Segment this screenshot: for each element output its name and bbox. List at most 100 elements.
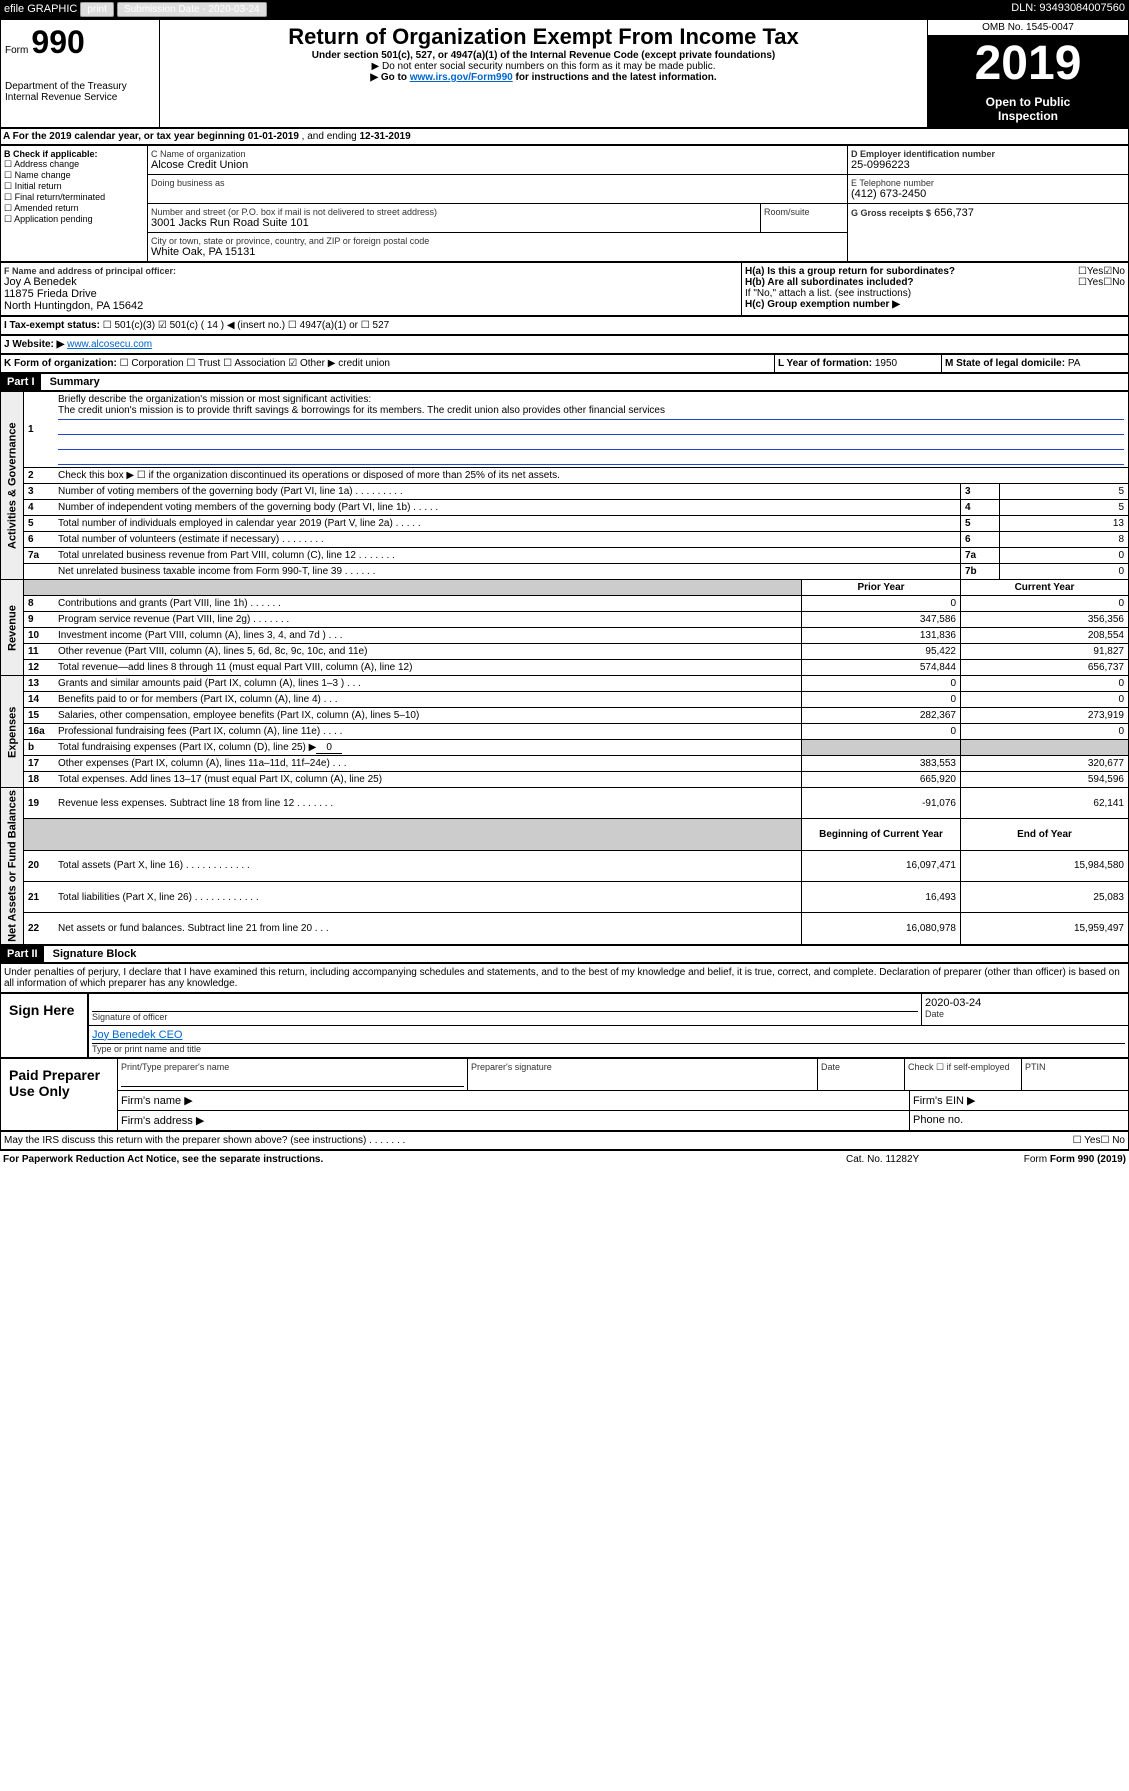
dept-treasury: Department of the Treasury bbox=[5, 81, 155, 92]
firm-phone: Phone no. bbox=[910, 1111, 1128, 1130]
k-corp[interactable]: ☐ Corporation bbox=[120, 358, 184, 369]
city-state-zip: White Oak, PA 15131 bbox=[151, 246, 844, 258]
discuss-no[interactable]: ☐ No bbox=[1100, 1135, 1125, 1146]
hb-no[interactable]: ☐No bbox=[1103, 277, 1125, 288]
501c-check[interactable]: ☑ 501(c) ( 14 ) ◀ (insert no.) bbox=[158, 320, 285, 331]
period-a: A For the 2019 calendar year, or tax yea… bbox=[0, 128, 1129, 145]
line-9: Program service revenue (Part VIII, line… bbox=[54, 612, 802, 628]
sig-officer-label: Signature of officer bbox=[92, 1012, 918, 1022]
check-initial-return[interactable]: ☐ Initial return bbox=[4, 181, 144, 192]
sig-date-label: Date bbox=[925, 1009, 1125, 1019]
val-5: 13 bbox=[1000, 516, 1129, 532]
paperwork-notice: For Paperwork Reduction Act Notice, see … bbox=[3, 1154, 846, 1165]
efile-label: efile GRAPHIC bbox=[4, 3, 77, 15]
check-address-change[interactable]: ☐ Address change bbox=[4, 159, 144, 170]
line-16b: Total fundraising expenses (Part IX, col… bbox=[54, 740, 802, 756]
goto-prefix: ▶ Go to bbox=[370, 72, 409, 83]
form-footer: Form Form 990 (2019) bbox=[996, 1154, 1126, 1165]
cat-no: Cat. No. 11282Y bbox=[846, 1154, 996, 1165]
open-public-2: Inspection bbox=[932, 109, 1124, 123]
line-14: Benefits paid to or for members (Part IX… bbox=[54, 692, 802, 708]
dln: DLN: 93493084007560 bbox=[1011, 2, 1125, 17]
check-final-return[interactable]: ☐ Final return/terminated bbox=[4, 192, 144, 203]
hb-note: If "No," attach a list. (see instruction… bbox=[745, 288, 1125, 299]
line-3: Number of voting members of the governin… bbox=[54, 484, 961, 500]
goto-suffix: for instructions and the latest informat… bbox=[516, 72, 717, 83]
city-label: City or town, state or province, country… bbox=[151, 236, 844, 246]
val-7a: 0 bbox=[1000, 548, 1129, 564]
subtitle-1: Under section 501(c), 527, or 4947(a)(1)… bbox=[164, 50, 923, 61]
officer-name: Joy A Benedek bbox=[4, 276, 738, 288]
501c3-check[interactable]: ☐ 501(c)(3) bbox=[103, 320, 155, 331]
fh-block: F Name and address of principal officer:… bbox=[0, 262, 1129, 316]
line-17: Other expenses (Part IX, column (A), lin… bbox=[54, 756, 802, 772]
line-22: Net assets or fund balances. Subtract li… bbox=[54, 913, 802, 944]
print-name-label: Type or print name and title bbox=[92, 1044, 1125, 1054]
omb-number: OMB No. 1545-0047 bbox=[928, 20, 1128, 36]
footer-row: For Paperwork Reduction Act Notice, see … bbox=[0, 1150, 1129, 1168]
box-b-title: B Check if applicable: bbox=[4, 149, 144, 159]
line-16a: Professional fundraising fees (Part IX, … bbox=[54, 724, 802, 740]
irs-link[interactable]: www.irs.gov/Form990 bbox=[410, 72, 513, 83]
4947-check[interactable]: ☐ 4947(a)(1) or bbox=[288, 320, 358, 331]
line-20: Total assets (Part X, line 16) . . . . .… bbox=[54, 850, 802, 881]
line-10: Investment income (Part VIII, column (A)… bbox=[54, 628, 802, 644]
section-netassets: Net Assets or Fund Balances bbox=[1, 788, 24, 945]
hb-label: H(b) Are all subordinates included? bbox=[745, 277, 1078, 288]
summary-table: Activities & Governance 1 Briefly descri… bbox=[0, 391, 1129, 945]
year-formation: 1950 bbox=[875, 358, 897, 369]
k-other-val: credit union bbox=[338, 358, 390, 369]
website-link[interactable]: www.alcosecu.com bbox=[67, 339, 152, 350]
section-ag: Activities & Governance bbox=[1, 392, 24, 580]
discuss-yes[interactable]: ☐ Yes bbox=[1073, 1135, 1101, 1146]
print-button[interactable]: print bbox=[80, 2, 113, 17]
k-trust[interactable]: ☐ Trust bbox=[186, 358, 220, 369]
sig-date: 2020-03-24 bbox=[925, 997, 1125, 1009]
line-7b: Net unrelated business taxable income fr… bbox=[54, 564, 961, 580]
box-j: J Website: ▶ www.alcosecu.com bbox=[0, 335, 1129, 354]
submission-date-button[interactable]: Submission Date - 2020-03-24 bbox=[117, 2, 267, 17]
subtitle-2: ▶ Do not enter social security numbers o… bbox=[164, 61, 923, 72]
val-6: 8 bbox=[1000, 532, 1129, 548]
perjury-text: Under penalties of perjury, I declare th… bbox=[0, 963, 1129, 993]
check-amended-return[interactable]: ☐ Amended return bbox=[4, 203, 144, 214]
ha-no[interactable]: ☑No bbox=[1103, 266, 1125, 277]
section-revenue: Revenue bbox=[1, 580, 24, 676]
part2-header: Part II Signature Block bbox=[0, 945, 1129, 963]
klm-block: K Form of organization: ☐ Corporation ☐ … bbox=[0, 354, 1129, 373]
ha-yes[interactable]: ☐Yes bbox=[1078, 266, 1103, 277]
val-4: 5 bbox=[1000, 500, 1129, 516]
line-19: Revenue less expenses. Subtract line 18 … bbox=[54, 788, 802, 819]
officer-print-name[interactable]: Joy Benedek CEO bbox=[92, 1029, 1125, 1044]
hb-yes[interactable]: ☐Yes bbox=[1078, 277, 1103, 288]
k-assoc[interactable]: ☐ Association bbox=[223, 358, 285, 369]
prior-year-hdr: Prior Year bbox=[802, 580, 961, 596]
end-year-hdr: End of Year bbox=[961, 819, 1129, 850]
527-check[interactable]: ☐ 527 bbox=[361, 320, 389, 331]
val-7b: 0 bbox=[1000, 564, 1129, 580]
k-other[interactable]: ☑ Other ▶ bbox=[288, 358, 335, 369]
org-name: Alcose Credit Union bbox=[151, 159, 844, 171]
tax-year: 2019 bbox=[928, 36, 1128, 91]
telephone: (412) 673-2450 bbox=[851, 188, 1125, 200]
form-title: Return of Organization Exempt From Incom… bbox=[164, 24, 923, 50]
dba-label: Doing business as bbox=[151, 178, 844, 188]
line-12: Total revenue—add lines 8 through 11 (mu… bbox=[54, 660, 802, 676]
line-15: Salaries, other compensation, employee b… bbox=[54, 708, 802, 724]
box-i: I Tax-exempt status: ☐ 501(c)(3) ☑ 501(c… bbox=[0, 316, 1129, 335]
line-4: Number of independent voting members of … bbox=[54, 500, 961, 516]
check-name-change[interactable]: ☐ Name change bbox=[4, 170, 144, 181]
part1-header: Part I Summary bbox=[0, 373, 1129, 391]
firm-addr: Firm's address ▶ bbox=[118, 1111, 910, 1130]
mission-text: The credit union's mission is to provide… bbox=[58, 405, 1124, 420]
discuss-row: May the IRS discuss this return with the… bbox=[0, 1131, 1129, 1150]
check-application-pending[interactable]: ☐ Application pending bbox=[4, 214, 144, 225]
ein-value: 25-0996223 bbox=[851, 159, 1125, 171]
current-year-hdr: Current Year bbox=[961, 580, 1129, 596]
room-label: Room/suite bbox=[764, 207, 844, 217]
d-ein-label: D Employer identification number bbox=[851, 149, 1125, 159]
form-number: 990 bbox=[31, 24, 84, 60]
line-5: Total number of individuals employed in … bbox=[54, 516, 961, 532]
topbar: efile GRAPHIC print Submission Date - 20… bbox=[0, 0, 1129, 19]
line-8: Contributions and grants (Part VIII, lin… bbox=[54, 596, 802, 612]
